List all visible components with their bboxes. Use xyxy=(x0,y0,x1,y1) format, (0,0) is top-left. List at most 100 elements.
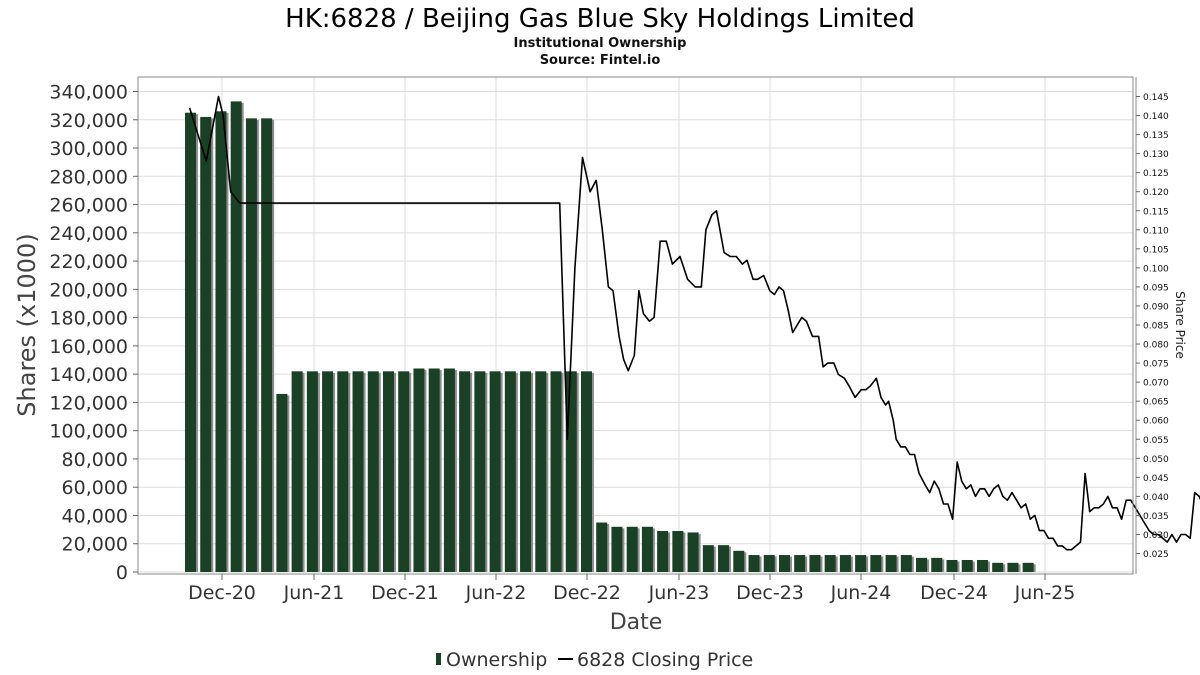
ownership-bar xyxy=(733,550,745,572)
ownership-bar xyxy=(946,559,958,572)
price-line-layer xyxy=(188,95,1200,551)
y2-tick-label: 0.070 xyxy=(1143,379,1169,389)
ownership-bar xyxy=(824,555,836,572)
ownership-bar xyxy=(291,371,303,572)
y2-tick-label: 0.060 xyxy=(1143,417,1169,427)
ownership-bar xyxy=(839,555,851,572)
ownership-bar xyxy=(931,557,943,572)
chart-subtitle: Institutional Ownership xyxy=(514,36,687,51)
ownership-bar xyxy=(367,371,379,572)
plot-frame xyxy=(137,76,1134,575)
y-tick-label: 100,000 xyxy=(49,421,128,443)
ownership-bars xyxy=(185,101,1036,573)
ownership-bar xyxy=(474,371,486,572)
ownership-bar xyxy=(596,522,608,572)
ownership-bar xyxy=(565,371,577,572)
ownership-bar xyxy=(870,555,882,572)
ownership-bar xyxy=(185,112,196,572)
ownership-bar xyxy=(748,555,760,572)
ownership-bar xyxy=(322,371,334,572)
y2-tick-label: 0.140 xyxy=(1143,112,1169,122)
ownership-bar xyxy=(900,555,912,572)
price-line xyxy=(188,95,1200,551)
x-axis-label: Date xyxy=(610,610,663,635)
ownership-bar xyxy=(413,368,425,572)
ownership-bar xyxy=(276,393,288,572)
ownership-bar xyxy=(230,101,242,573)
y-tick-label: 260,000 xyxy=(49,195,128,217)
ownership-bar xyxy=(763,555,775,572)
y2-tick-label: 0.100 xyxy=(1143,264,1169,274)
legend-price-label: 6828 Closing Price xyxy=(577,649,753,671)
ownership-bar xyxy=(794,555,806,572)
y2-tick-label: 0.025 xyxy=(1143,550,1169,560)
ownership-bar xyxy=(352,371,364,572)
y-tick-label: 140,000 xyxy=(49,364,128,386)
ownership-bar xyxy=(855,555,867,572)
ownership-bar xyxy=(489,371,501,572)
y-tick-label: 60,000 xyxy=(62,477,128,499)
x-tick-label: Dec-21 xyxy=(371,582,439,604)
y2-tick-label: 0.115 xyxy=(1143,207,1169,217)
chart-title: HK:6828 / Beijing Gas Blue Sky Holdings … xyxy=(285,4,915,34)
y2-tick-label: 0.145 xyxy=(1143,93,1169,103)
legend-ownership-label: Ownership xyxy=(446,649,547,671)
ownership-bar xyxy=(428,368,440,572)
x-tick-label: Dec-23 xyxy=(736,582,804,604)
ownership-bar xyxy=(626,526,638,572)
y2-tick-label: 0.045 xyxy=(1143,474,1169,484)
ownership-bar xyxy=(200,116,212,572)
y2-tick-label: 0.040 xyxy=(1143,493,1169,503)
legend: Ownership 6828 Closing Price xyxy=(436,649,753,671)
y2-tick-label: 0.135 xyxy=(1143,131,1169,141)
x-tick-label: Dec-20 xyxy=(188,582,256,604)
y2-tick-label: 0.075 xyxy=(1143,360,1169,370)
x-tick-label: Jun-25 xyxy=(1014,582,1076,604)
x-tick-label: Jun-21 xyxy=(283,582,345,604)
y-tick-label: 80,000 xyxy=(62,449,128,471)
x-tick-label: Dec-24 xyxy=(920,582,988,604)
ownership-bar xyxy=(809,555,821,572)
y-tick-label: 300,000 xyxy=(49,138,128,160)
ownership-bar xyxy=(580,371,592,572)
y-tick-label: 200,000 xyxy=(49,279,128,301)
ownership-bar xyxy=(535,371,547,572)
ownership-bar xyxy=(443,368,455,572)
y-axis-label: Shares (x1000) xyxy=(13,233,41,416)
y-tick-label: 220,000 xyxy=(49,251,128,273)
ownership-bar xyxy=(657,531,669,572)
y2-tick-label: 0.030 xyxy=(1143,531,1169,541)
ownership-bar xyxy=(398,371,410,572)
y-axis: 0 20,000 40,000 60,000 80,000 100,000 120,000 1… xyxy=(49,82,138,584)
ownership-bar xyxy=(550,371,562,572)
ownership-bar xyxy=(504,371,516,572)
x-tick-label: Jun-22 xyxy=(465,582,527,604)
y2-tick-label: 0.110 xyxy=(1143,226,1169,236)
ownership-bar xyxy=(337,371,349,572)
y2-tick-label: 0.125 xyxy=(1143,169,1169,179)
y2-tick-label: 0.080 xyxy=(1143,341,1169,351)
y2-axis: 0.025 0.030 0.035 0.040 0.045 0.050 0.055 0.060… xyxy=(1136,93,1169,560)
ownership-bar xyxy=(306,371,318,572)
ownership-bar xyxy=(992,562,1004,572)
y-tick-label: 280,000 xyxy=(49,166,128,188)
ownership-bar xyxy=(245,118,257,572)
y2-tick-label: 0.090 xyxy=(1143,302,1169,312)
y2-tick-label: 0.050 xyxy=(1143,455,1169,465)
x-tick-label: Jun-23 xyxy=(648,582,710,604)
y-tick-label: 0 xyxy=(116,562,128,584)
y-tick-label: 20,000 xyxy=(62,534,128,556)
ownership-bar xyxy=(261,118,273,572)
ownership-bar xyxy=(672,531,684,572)
ownership-bar xyxy=(916,557,928,572)
y-tick-label: 320,000 xyxy=(49,110,128,132)
ownership-bar xyxy=(687,532,699,572)
y-tick-label: 160,000 xyxy=(49,336,128,358)
x-axis: Dec-20 Jun-21 Dec-21 Jun-22 Dec-22 Jun-23 Dec-… xyxy=(188,574,1075,604)
ownership-bar xyxy=(976,559,988,572)
legend-ownership-swatch xyxy=(436,653,441,665)
y2-tick-label: 0.105 xyxy=(1143,245,1169,255)
ownership-bar xyxy=(611,526,623,572)
y-tick-label: 120,000 xyxy=(49,392,128,414)
